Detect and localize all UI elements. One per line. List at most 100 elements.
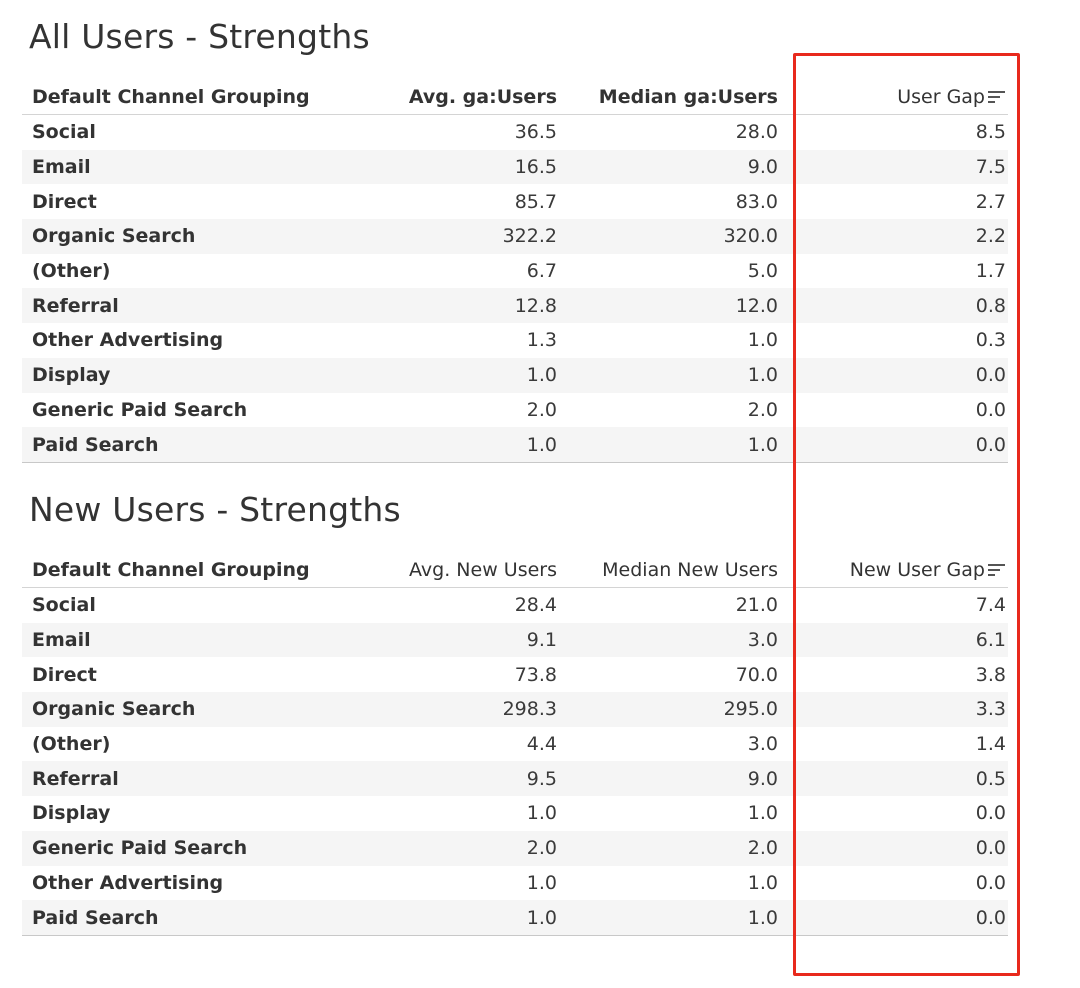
avg-cell: 4.4 (526, 733, 557, 756)
channel-cell: (Other) (32, 260, 111, 283)
sort-descending-icon[interactable] (988, 88, 1006, 104)
median-cell: 1.0 (747, 871, 778, 894)
median-cell: 9.0 (559, 149, 780, 185)
table-row[interactable]: Email 9.1 3.0 6.1 (22, 622, 1008, 658)
median-cell: 12.0 (559, 288, 780, 324)
table-row[interactable]: Display 1.0 1.0 0.0 (22, 796, 1008, 831)
column-header-gap[interactable]: User Gap (780, 79, 1008, 115)
channel-cell: Other Advertising (32, 329, 224, 352)
column-header-avg[interactable]: Avg. New Users (367, 552, 559, 588)
column-header-gap-label: User Gap (897, 85, 985, 108)
avg-cell: 1.0 (367, 427, 559, 463)
avg-cell: 1.0 (526, 871, 557, 894)
channel-cell: Other Advertising (32, 871, 224, 894)
channel-cell: Social (32, 121, 96, 144)
median-cell: 1.0 (747, 329, 778, 352)
column-header-median[interactable]: Median New Users (559, 552, 780, 588)
gap-cell: 0.8 (780, 288, 1008, 324)
table-row[interactable]: Paid Search 1.0 1.0 0.0 (22, 427, 1008, 463)
gap-cell: 1.4 (975, 733, 1006, 756)
table-row[interactable]: Referral 9.5 9.0 0.5 (22, 761, 1008, 797)
table-row[interactable]: Generic Paid Search 2.0 2.0 0.0 (22, 393, 1008, 428)
table-row[interactable]: Other Advertising 1.0 1.0 0.0 (22, 866, 1008, 901)
all-users-table-body: Social 36.5 28.0 8.5 Email 16.5 9.0 7.5 Direct 85… (22, 115, 1008, 463)
table-row[interactable]: (Other) 4.4 3.0 1.4 (22, 727, 1008, 762)
table-row[interactable]: Social 36.5 28.0 8.5 (22, 115, 1008, 150)
median-cell: 83.0 (735, 190, 778, 213)
median-cell: 1.0 (559, 357, 780, 393)
table-row[interactable]: Display 1.0 1.0 0.0 (22, 357, 1008, 393)
median-cell: 9.0 (559, 761, 780, 797)
all-users-table: Default Channel Grouping Avg. ga:Users M… (22, 79, 1008, 463)
median-cell: 320.0 (559, 219, 780, 254)
gap-cell: 7.4 (975, 594, 1006, 617)
gap-cell: 0.0 (975, 398, 1006, 421)
gap-cell: 0.0 (975, 802, 1006, 825)
table-row[interactable]: Direct 85.7 83.0 2.7 (22, 184, 1008, 219)
table-row[interactable]: Paid Search 1.0 1.0 0.0 (22, 900, 1008, 936)
gap-cell: 3.3 (780, 692, 1008, 727)
new-users-title: New Users - Strengths (29, 490, 401, 529)
channel-cell: Email (22, 622, 367, 658)
sort-descending-icon[interactable] (988, 561, 1006, 577)
median-cell: 21.0 (735, 594, 778, 617)
gap-cell: 7.5 (780, 149, 1008, 185)
all-users-title: All Users - Strengths (29, 17, 370, 56)
table-row[interactable]: Generic Paid Search 2.0 2.0 0.0 (22, 830, 1008, 866)
channel-cell: Organic Search (22, 219, 367, 254)
median-cell: 70.0 (735, 663, 778, 686)
column-header-gap[interactable]: New User Gap (780, 552, 1008, 588)
gap-cell: 2.2 (780, 219, 1008, 254)
avg-cell: 6.7 (526, 260, 557, 283)
gap-cell: 0.0 (780, 357, 1008, 393)
median-cell: 2.0 (747, 398, 778, 421)
avg-cell: 9.5 (367, 761, 559, 797)
channel-cell: Display (22, 357, 367, 393)
table-row[interactable]: Referral 12.8 12.0 0.8 (22, 288, 1008, 324)
median-cell: 2.0 (559, 830, 780, 866)
gap-cell: 0.5 (780, 761, 1008, 797)
column-header-channel[interactable]: Default Channel Grouping (22, 79, 367, 115)
channel-cell: Paid Search (22, 900, 367, 936)
avg-cell: 12.8 (367, 288, 559, 324)
median-cell: 1.0 (559, 427, 780, 463)
avg-cell: 298.3 (367, 692, 559, 727)
table-row[interactable]: Organic Search 322.2 320.0 2.2 (22, 219, 1008, 254)
table-row[interactable]: Social 28.4 21.0 7.4 (22, 588, 1008, 623)
gap-cell: 0.0 (780, 900, 1008, 936)
table-row[interactable]: Organic Search 298.3 295.0 3.3 (22, 692, 1008, 727)
channel-cell: Paid Search (22, 427, 367, 463)
median-cell: 1.0 (747, 802, 778, 825)
channel-cell: Generic Paid Search (22, 830, 367, 866)
column-header-avg[interactable]: Avg. ga:Users (367, 79, 559, 115)
table-row[interactable]: (Other) 6.7 5.0 1.7 (22, 254, 1008, 289)
gap-cell: 0.0 (780, 830, 1008, 866)
avg-cell: 1.0 (367, 357, 559, 393)
median-cell: 3.0 (559, 622, 780, 658)
avg-cell: 1.0 (367, 900, 559, 936)
median-cell: 1.0 (559, 900, 780, 936)
column-header-median[interactable]: Median ga:Users (559, 79, 780, 115)
channel-cell: Email (22, 149, 367, 185)
column-header-channel[interactable]: Default Channel Grouping (22, 552, 367, 588)
channel-cell: Referral (22, 288, 367, 324)
table-row[interactable]: Direct 73.8 70.0 3.8 (22, 657, 1008, 692)
median-cell: 28.0 (735, 121, 778, 144)
avg-cell: 1.0 (526, 802, 557, 825)
new-users-table: Default Channel Grouping Avg. New Users … (22, 552, 1008, 936)
column-header-gap-label: New User Gap (849, 558, 985, 581)
avg-cell: 322.2 (367, 219, 559, 254)
gap-cell: 0.0 (780, 427, 1008, 463)
median-cell: 3.0 (747, 733, 778, 756)
table-header-row: Default Channel Grouping Avg. New Users … (22, 552, 1008, 588)
new-users-table-body: Social 28.4 21.0 7.4 Email 9.1 3.0 6.1 Direct 73.… (22, 588, 1008, 936)
gap-cell: 0.3 (975, 329, 1006, 352)
median-cell: 295.0 (559, 692, 780, 727)
table-row[interactable]: Other Advertising 1.3 1.0 0.3 (22, 323, 1008, 358)
table-header-row: Default Channel Grouping Avg. ga:Users M… (22, 79, 1008, 115)
table-row[interactable]: Email 16.5 9.0 7.5 (22, 149, 1008, 185)
avg-cell: 2.0 (367, 830, 559, 866)
gap-cell: 6.1 (780, 622, 1008, 658)
gap-cell: 3.8 (975, 663, 1006, 686)
channel-cell: Generic Paid Search (32, 398, 248, 421)
